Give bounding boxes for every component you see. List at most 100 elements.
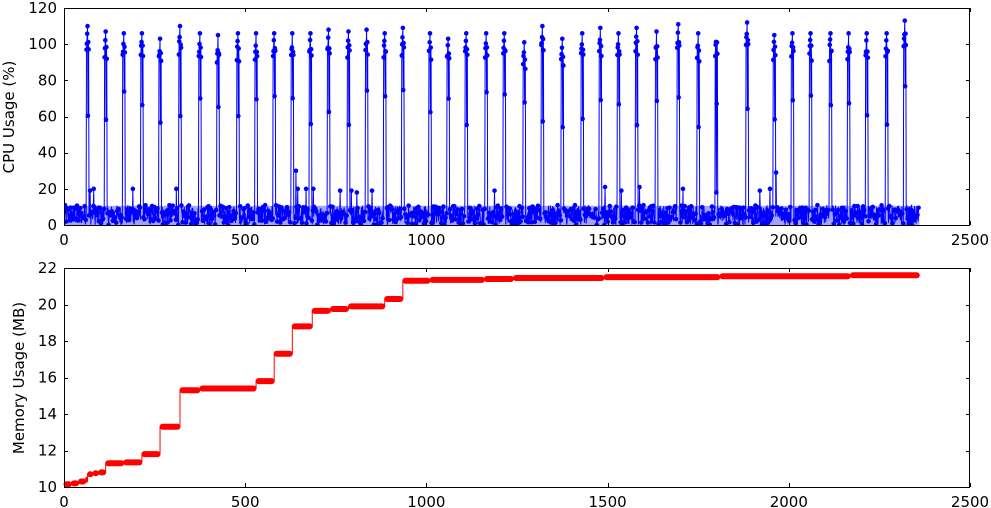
cpu-baseline-sample [91, 205, 93, 225]
cpu-data-point [647, 213, 653, 219]
cpu-data-point [540, 23, 545, 29]
cpu-data-point [139, 31, 145, 36]
cpu-ytick-label: 100 [28, 35, 57, 53]
cpu-baseline-sample [892, 205, 894, 225]
cpu-baseline-sample [439, 205, 441, 225]
cpu-baseline-sample [542, 205, 544, 225]
cpu-data-point [298, 215, 304, 221]
cpu-data-point [345, 55, 350, 60]
cpu-data-point [829, 48, 834, 54]
cpu-baseline-sample [207, 205, 209, 225]
cpu-data-point [580, 47, 586, 53]
cpu-data-point [453, 216, 458, 222]
cpu-baseline-sample [156, 205, 158, 225]
cpu-data-point [428, 57, 434, 62]
cpu-baseline-sample [393, 205, 394, 225]
cpu-data-point [905, 216, 910, 222]
cpu-data-point [158, 120, 163, 125]
cpu-baseline-sample [344, 205, 346, 225]
cpu-data-point [473, 216, 479, 221]
cpu-baseline-sample [277, 205, 279, 225]
cpu-data-point [559, 45, 565, 51]
cpu-data-point [212, 222, 218, 225]
cpu-baseline-sample [183, 205, 185, 225]
cpu-baseline-sample [683, 205, 685, 225]
cpu-baseline-sample [779, 205, 781, 225]
cpu-baseline-sample [66, 205, 67, 225]
cpu-baseline-sample [372, 205, 374, 225]
memory-xtick-label: 2000 [770, 493, 808, 508]
cpu-baseline-sample [798, 205, 800, 225]
cpu-baseline-sample [746, 205, 748, 225]
cpu-data-point [543, 210, 548, 215]
cpu-baseline-sample [715, 205, 717, 225]
cpu-baseline-sample [693, 205, 695, 225]
cpu-data-point [560, 36, 565, 42]
cpu-baseline-sample [846, 205, 848, 225]
cpu-baseline-sample [216, 205, 218, 225]
cpu-baseline-sample [215, 205, 217, 225]
cpu-baseline-sample [785, 205, 786, 225]
cpu-data-point [427, 39, 432, 45]
cpu-data-point [502, 31, 507, 36]
cpu-baseline-sample [844, 205, 846, 225]
cpu-baseline-sample [293, 205, 295, 225]
cpu-baseline-sample [316, 205, 318, 225]
cpu-baseline-sample [862, 205, 864, 225]
cpu-data-point [881, 208, 887, 214]
cpu-baseline-sample [280, 205, 282, 225]
cpu-data-point [211, 213, 217, 218]
cpu-data-point [258, 214, 264, 220]
cpu-baseline-sample [108, 205, 110, 225]
cpu-baseline-sample [251, 205, 252, 225]
cpu-baseline-sample [103, 205, 104, 225]
cpu-baseline-sample [902, 205, 904, 225]
memory-data-points [273, 350, 293, 357]
cpu-baseline-sample [909, 205, 910, 225]
cpu-baseline-sample [128, 205, 130, 225]
cpu-baseline-sample [127, 205, 129, 225]
cpu-baseline-sample [738, 205, 740, 225]
cpu-baseline-sample [626, 205, 628, 225]
cpu-data-point [158, 58, 164, 64]
cpu-data-point [755, 205, 760, 210]
cpu-baseline-sample [130, 205, 132, 225]
cpu-baseline-sample [917, 205, 919, 225]
cpu-baseline-sample [716, 205, 718, 225]
cpu-baseline-sample [675, 205, 677, 225]
cpu-data-point [448, 213, 454, 218]
cpu-data-point [539, 40, 544, 46]
cpu-data-point [669, 214, 675, 220]
cpu-baseline-sample [123, 205, 125, 225]
cpu-data-point [828, 31, 833, 36]
cpu-baseline-sample [168, 205, 170, 225]
cpu-baseline-sample [221, 205, 223, 225]
cpu-data-point [501, 38, 507, 44]
cpu-data-point [790, 45, 796, 50]
cpu-data-point [429, 220, 434, 225]
cpu-data-point [649, 208, 655, 214]
cpu-baseline-sample [236, 205, 238, 225]
cpu-baseline-sample [254, 205, 256, 225]
cpu-baseline-sample [857, 205, 859, 225]
cpu-data-point [756, 217, 762, 223]
cpu-baseline-sample [811, 205, 813, 225]
cpu-data-point [85, 113, 91, 119]
cpu-data-point [580, 116, 585, 122]
cpu-baseline-sample [365, 205, 367, 225]
cpu-data-point [634, 122, 640, 128]
cpu-data-point [743, 215, 748, 220]
cpu-baseline-sample [274, 205, 276, 225]
cpu-baseline-sample [277, 205, 278, 225]
cpu-baseline-sample [804, 205, 806, 225]
cpu-baseline-sample [223, 205, 225, 225]
cpu-baseline-sample [689, 205, 691, 225]
cpu-data-point [232, 216, 237, 221]
cpu-data-point [654, 98, 660, 104]
cpu-data-point [428, 109, 433, 115]
cpu-data-point [282, 215, 288, 221]
cpu-baseline-sample [245, 205, 247, 225]
cpu-baseline-sample [898, 205, 900, 225]
cpu-baseline-sample [720, 205, 722, 225]
